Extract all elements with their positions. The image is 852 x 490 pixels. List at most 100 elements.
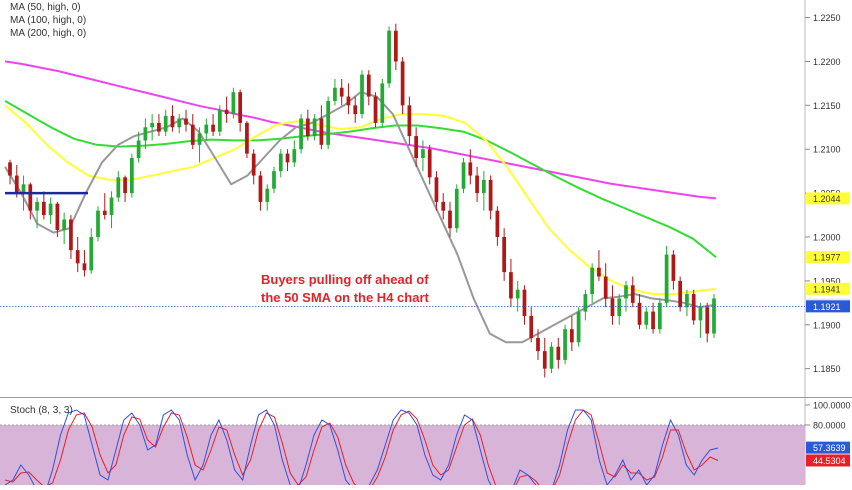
candle-body xyxy=(651,311,655,330)
candle-body xyxy=(96,210,100,237)
indicator-label-ma50: MA (50, high, 0) xyxy=(10,2,81,13)
candle-body xyxy=(69,219,73,251)
stoch-title: Stoch (8, 3, 3) xyxy=(10,405,73,416)
stoch-label-text: 44.5304 xyxy=(813,456,846,466)
candle-body xyxy=(204,124,209,134)
candle-body xyxy=(678,280,683,308)
candle-body xyxy=(400,61,405,106)
candle-body xyxy=(380,83,385,123)
candle-body xyxy=(529,316,534,338)
candle-body xyxy=(102,210,107,216)
stoch-label-text: 57.3639 xyxy=(813,443,846,453)
candle-body xyxy=(583,294,588,312)
candle-body xyxy=(326,100,331,145)
candle-body xyxy=(211,124,215,132)
price-tick-label: 1.1850 xyxy=(813,364,841,374)
candle-body xyxy=(481,179,486,194)
candle-body xyxy=(421,149,425,158)
stochastic-lines xyxy=(4,409,719,490)
candle-body xyxy=(515,289,520,299)
candle-body xyxy=(610,298,615,316)
price-label-box xyxy=(806,282,850,295)
candle-body xyxy=(630,285,635,303)
candle-body xyxy=(136,140,141,158)
candle-body xyxy=(664,254,669,303)
candle-body xyxy=(292,149,297,163)
candle-body xyxy=(387,30,391,84)
candle-body xyxy=(657,302,662,330)
candle-body xyxy=(597,267,601,277)
candle-body xyxy=(556,346,561,360)
candle-body xyxy=(217,109,222,132)
price-tick-label: 1.2200 xyxy=(813,57,841,67)
indicator-label-ma200: MA (200, high, 0) xyxy=(10,28,86,39)
candle-body xyxy=(360,74,364,115)
candle-body xyxy=(414,136,419,158)
candle-body xyxy=(82,263,87,271)
candle-body xyxy=(123,177,127,194)
candle-body xyxy=(238,92,243,123)
stoch-tick-label: 80.0000 xyxy=(813,421,846,431)
candle-body xyxy=(617,298,622,316)
candle-body xyxy=(624,285,628,299)
candle-body xyxy=(502,237,507,273)
candle-body xyxy=(197,133,202,145)
price-label-text: 1.1941 xyxy=(813,284,841,294)
price-label-text: 1.1921 xyxy=(813,302,841,312)
candle-body xyxy=(488,179,493,211)
annotation-line-2: the 50 SMA on the H4 chart xyxy=(261,290,429,305)
candle-body xyxy=(685,294,689,308)
price-tick-label: 1.1950 xyxy=(813,276,841,286)
candle-body xyxy=(590,267,595,295)
stoch-label-box xyxy=(806,454,850,467)
candle-body xyxy=(542,351,547,369)
candle-body xyxy=(157,122,161,132)
candle-body xyxy=(366,74,371,97)
candle-body xyxy=(333,87,337,101)
candle-body xyxy=(427,149,432,178)
candle-body xyxy=(21,184,26,194)
candle-body xyxy=(644,311,649,325)
candle-body xyxy=(576,311,581,343)
candle-body xyxy=(705,307,710,334)
candle-body xyxy=(454,188,459,229)
candle-body xyxy=(109,197,114,216)
price-label-text: 1.1977 xyxy=(813,253,841,263)
candle-body xyxy=(14,175,19,194)
candle-body xyxy=(346,96,351,106)
price-label-box xyxy=(806,300,850,313)
candles xyxy=(8,23,716,378)
stoch-k-line xyxy=(4,409,719,490)
candle-body xyxy=(285,153,290,163)
candle-body xyxy=(407,105,412,137)
candle-body xyxy=(143,127,148,141)
candle-body xyxy=(536,337,540,352)
candle-body xyxy=(495,210,500,237)
candle-body xyxy=(265,188,270,202)
price-tick-label: 1.2150 xyxy=(813,101,841,111)
candle-body xyxy=(509,272,513,299)
candle-body xyxy=(461,162,466,189)
annotation-line-1: Buyers pulling off ahead of xyxy=(261,272,429,287)
candle-body xyxy=(448,210,452,229)
candle-body xyxy=(299,118,303,150)
candle-body xyxy=(339,87,344,97)
candle-body xyxy=(637,302,642,325)
ma200-line xyxy=(4,60,717,200)
stoch-background xyxy=(0,424,805,485)
candle-body xyxy=(89,237,94,271)
stoch-overbought-zone xyxy=(0,425,805,485)
candle-body xyxy=(569,329,574,343)
candle-body xyxy=(150,122,155,128)
candle-body xyxy=(116,177,121,198)
price-label-text: 1.2044 xyxy=(813,194,841,204)
indicator-label-ma100: MA (100, high, 0) xyxy=(10,15,86,26)
candle-body xyxy=(305,118,310,137)
overlays xyxy=(0,191,805,307)
candle-body xyxy=(170,115,175,128)
candle-body xyxy=(563,329,567,360)
